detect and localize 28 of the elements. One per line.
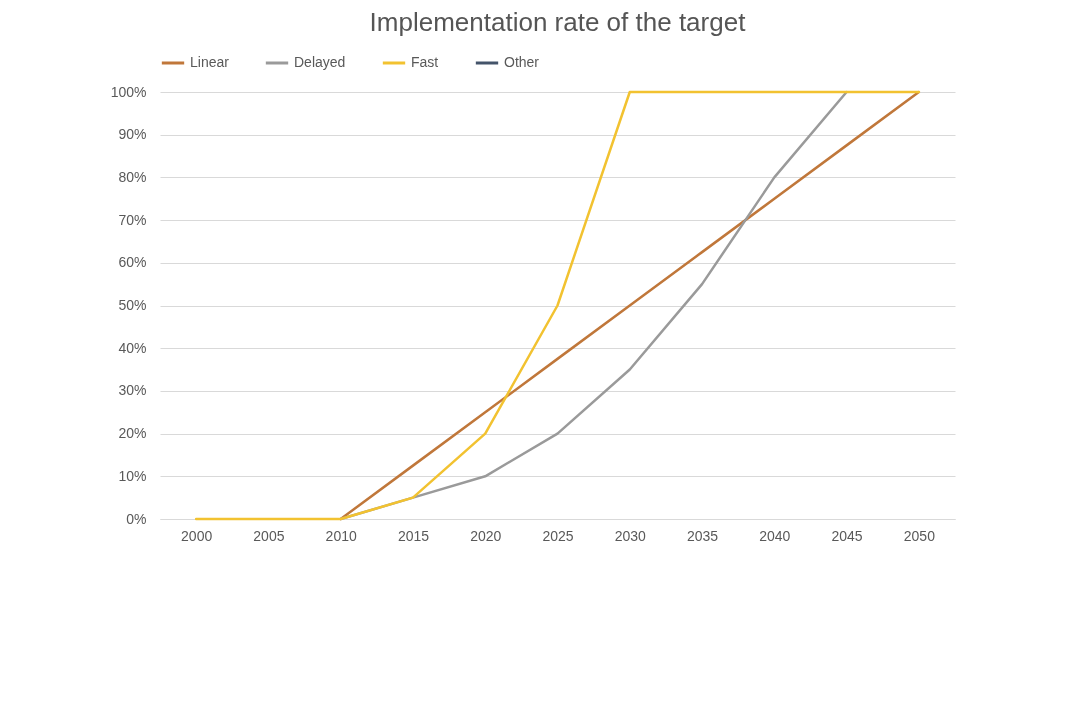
x-tick-label: 2005 [253,527,285,544]
legend-label: Fast [411,54,439,70]
y-tick-label: 20% [118,425,147,442]
x-tick-label: 2000 [181,527,213,544]
x-tick-label: 2050 [903,527,936,544]
y-tick-label: 40% [118,339,147,356]
legend-label: Other [504,54,540,70]
y-tick-label: 30% [118,382,147,399]
x-tick-label: 2025 [542,527,574,544]
legend-label: Linear [190,54,230,70]
x-tick-label: 2040 [759,527,791,544]
chart-title: Implementation rate of the target [369,7,747,37]
y-tick-label: 100% [110,83,147,100]
y-tick-label: 70% [118,211,147,228]
x-tick-label: 2010 [325,527,357,544]
y-tick-label: 0% [126,510,147,527]
y-tick-label: 80% [118,168,147,185]
legend-label: Delayed [294,54,346,70]
y-tick-label: 10% [118,467,147,484]
line-series [194,90,921,521]
x-tick-label: 2020 [470,527,502,544]
x-tick-label: 2045 [831,527,863,544]
x-tick-label: 2030 [614,527,647,544]
y-tick-label: 60% [118,254,147,271]
y-tick-label: 90% [118,126,147,143]
x-tick-label: 2035 [686,527,719,544]
x-tick-label: 2015 [397,527,430,544]
y-tick-label: 50% [118,297,147,313]
